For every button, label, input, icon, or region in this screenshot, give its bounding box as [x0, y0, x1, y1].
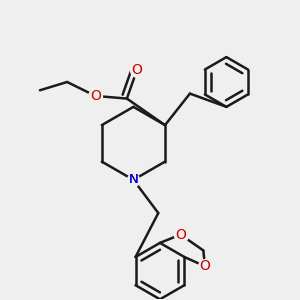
Text: O: O	[131, 63, 142, 77]
Text: N: N	[128, 173, 138, 186]
Text: N: N	[128, 173, 138, 186]
Text: O: O	[90, 89, 101, 103]
Text: O: O	[200, 259, 210, 273]
Text: O: O	[175, 228, 186, 242]
